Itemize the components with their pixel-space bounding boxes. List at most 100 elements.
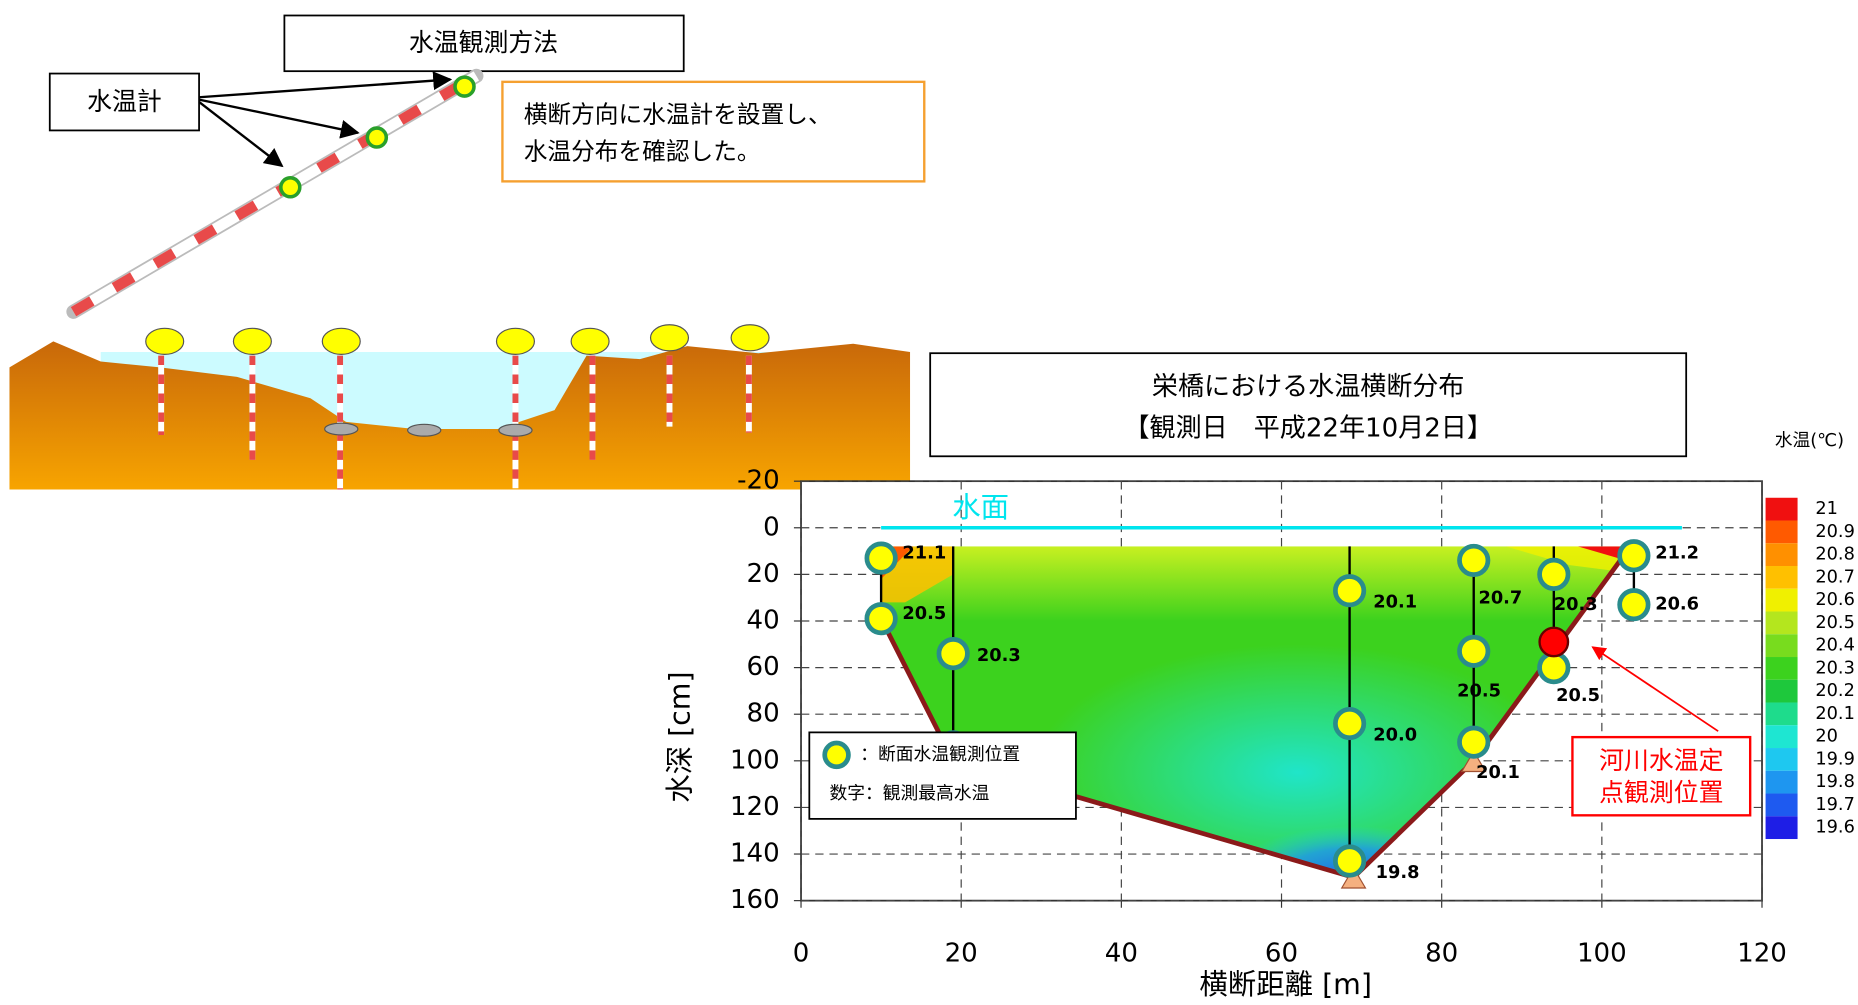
arrow xyxy=(198,98,360,139)
temperature-label: 20.3 xyxy=(977,646,1021,666)
colorbar-title: 水温(℃) xyxy=(1775,430,1844,451)
x-tick-label: 100 xyxy=(1577,938,1627,968)
stone xyxy=(324,422,359,436)
y-tick-label: 40 xyxy=(747,605,780,635)
observation-point xyxy=(1617,588,1651,622)
colorbar-label: 20.3 xyxy=(1815,658,1855,678)
colorbar-label: 19.6 xyxy=(1815,818,1855,838)
observation-point xyxy=(936,637,970,671)
colorbar-label: 20.7 xyxy=(1815,567,1855,587)
float xyxy=(649,324,690,352)
temperature-label: 20.5 xyxy=(1457,682,1501,702)
temperature-label: 20.0 xyxy=(1373,725,1417,745)
float xyxy=(232,327,272,355)
ground xyxy=(9,341,911,490)
colorbar-label: 20.2 xyxy=(1815,681,1855,701)
arrow xyxy=(198,71,453,99)
temperature-label: 20.5 xyxy=(902,604,946,624)
y-tick-label: 120 xyxy=(730,792,780,822)
float xyxy=(730,324,770,352)
poles xyxy=(158,355,752,490)
colorbar-label: 20.4 xyxy=(1815,636,1855,656)
annotation-label: 河川水温定 xyxy=(1599,746,1723,775)
colorbar-cell xyxy=(1765,497,1798,521)
observation-point xyxy=(864,541,898,575)
y-tick-label: 160 xyxy=(730,885,780,915)
temperature-label: 20.1 xyxy=(1373,593,1417,613)
float xyxy=(570,327,610,355)
colorbar-label: 21 xyxy=(1815,499,1838,519)
x-axis-label: 横断距離 [m] xyxy=(1199,968,1372,1001)
observation-point xyxy=(1617,539,1651,573)
x-tick-label: 60 xyxy=(1265,938,1298,968)
legend-box xyxy=(808,731,1077,820)
bed-marker xyxy=(1460,750,1487,773)
chart-subtitle: 【観測日 平成22年10月2日】 xyxy=(1123,414,1492,444)
colorbar-cell xyxy=(1765,679,1798,703)
colorbar-label: 20.8 xyxy=(1815,545,1855,565)
colorbar-cell xyxy=(1765,770,1798,794)
colorbar-cell xyxy=(1765,634,1798,658)
title-box xyxy=(929,352,1688,458)
sensor-box xyxy=(48,72,200,132)
observation-point xyxy=(1333,574,1367,608)
observation-point xyxy=(1537,651,1571,685)
y-tick-label: -20 xyxy=(737,466,780,496)
float xyxy=(321,327,361,355)
x-tick-label: 120 xyxy=(1737,938,1787,968)
x-tick-label: 20 xyxy=(945,938,978,968)
colorbar-cell xyxy=(1765,657,1798,680)
chart-title: 栄橋における水温横断分布 xyxy=(1152,372,1465,402)
colorbar-cell xyxy=(1765,816,1798,840)
temperature-label: 20.3 xyxy=(1554,595,1598,615)
annotation-arrow xyxy=(1591,646,1719,732)
sensor-icon xyxy=(279,176,302,199)
sensor-icon xyxy=(453,75,476,98)
observation-point xyxy=(1457,634,1491,668)
observation-point xyxy=(1333,706,1367,741)
colorbar-label: 19.8 xyxy=(1815,772,1855,792)
contour-band xyxy=(881,546,1634,621)
colorbar-cell xyxy=(1765,611,1798,635)
colorbar-label: 20.1 xyxy=(1815,704,1855,724)
fixed-station-point xyxy=(1538,626,1570,658)
y-tick-label: 140 xyxy=(730,839,780,869)
y-tick-label: 60 xyxy=(747,652,780,682)
colorbar-cell xyxy=(1765,520,1798,544)
colorbar-label: 20.9 xyxy=(1815,522,1855,542)
method-title: 水温観測方法 xyxy=(409,28,558,57)
stone xyxy=(407,423,442,437)
sensor-label: 水温計 xyxy=(87,87,162,116)
legend-label: ：断面水温観測位置 xyxy=(860,744,1020,765)
float xyxy=(495,327,536,355)
temperature-label: 20.6 xyxy=(1655,595,1699,615)
plot: 0 20 40 60 80 100 120 -20 0 20 40 60 80 100 120 140 160 水… xyxy=(730,430,1855,969)
x-tick-label: 40 xyxy=(1105,938,1138,968)
temperature-label: 20.5 xyxy=(1556,686,1600,706)
colorbar-label: 20.6 xyxy=(1815,590,1855,610)
temperature-label: 20.1 xyxy=(1476,763,1520,783)
colorbar-label: 19.7 xyxy=(1815,795,1855,815)
colorbar-cell xyxy=(1765,793,1798,817)
colorbar-label: 20.5 xyxy=(1815,613,1855,633)
y-tick-label: 0 xyxy=(763,512,780,542)
annotation-label: 点観測位置 xyxy=(1599,778,1723,807)
x-tick-label: 0 xyxy=(793,938,810,968)
observation-point xyxy=(1457,725,1491,759)
temperature-label: 21.2 xyxy=(1655,543,1699,563)
observation-point xyxy=(1457,543,1491,577)
method-box xyxy=(283,14,685,73)
note-box xyxy=(501,80,926,183)
bed-marker xyxy=(1340,866,1367,889)
colorbar-cell xyxy=(1765,702,1798,726)
colorbar-cell xyxy=(1765,725,1798,749)
observation-point xyxy=(1333,844,1367,878)
observation-point xyxy=(1537,557,1571,591)
colorbar-cell xyxy=(1765,543,1798,567)
y-tick-label: 80 xyxy=(747,699,780,729)
colorbar-cell xyxy=(1765,748,1798,771)
stone xyxy=(498,423,533,437)
note-line: 横断方向に水温計を設置し、 xyxy=(524,101,832,129)
